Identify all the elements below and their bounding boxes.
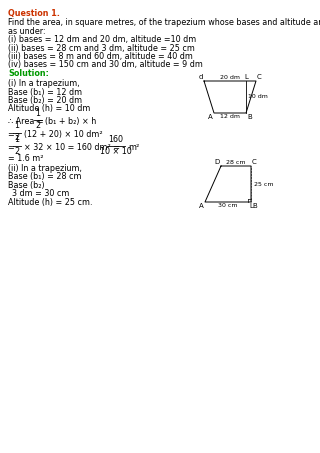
Text: A: A [199, 203, 204, 209]
Text: 20 dm: 20 dm [220, 75, 240, 80]
Text: 10 dm: 10 dm [248, 95, 268, 100]
Text: Altitude (h) = 10 dm: Altitude (h) = 10 dm [8, 105, 90, 114]
Text: ∴ Area =: ∴ Area = [8, 117, 46, 126]
Text: 160: 160 [108, 135, 124, 144]
Text: 2: 2 [36, 120, 41, 130]
Text: Find the area, in square metres, of the trapezium whose bases and altitude are: Find the area, in square metres, of the … [8, 18, 320, 27]
Text: as under:: as under: [8, 26, 46, 35]
Text: Question 1.: Question 1. [8, 9, 60, 18]
Text: L: L [249, 203, 253, 209]
Text: 25 cm: 25 cm [254, 182, 274, 187]
Text: 12 dm: 12 dm [220, 114, 240, 119]
Text: B: B [247, 114, 252, 120]
Text: 30 cm: 30 cm [218, 203, 238, 208]
Text: = 1.6 m²: = 1.6 m² [8, 154, 44, 163]
Text: 1: 1 [14, 135, 20, 144]
Text: (12 + 20) × 10 dm²: (12 + 20) × 10 dm² [24, 130, 103, 139]
Text: d: d [199, 74, 203, 80]
Text: C: C [252, 159, 257, 165]
Text: (ii) In a trapezium,: (ii) In a trapezium, [8, 164, 82, 173]
Text: 28 cm: 28 cm [226, 160, 246, 165]
Text: 10 × 10: 10 × 10 [100, 146, 132, 155]
Text: 2: 2 [14, 134, 20, 143]
Text: × 32 × 10 = 160 dm² =: × 32 × 10 = 160 dm² = [24, 143, 123, 152]
Text: L: L [244, 74, 248, 80]
Text: Base (b₁) = 28 cm: Base (b₁) = 28 cm [8, 173, 82, 182]
Text: (iii) bases = 8 m and 60 dm, altitude = 40 dm: (iii) bases = 8 m and 60 dm, altitude = … [8, 52, 193, 61]
Text: (i) bases = 12 dm and 20 dm, altitude =10 dm: (i) bases = 12 dm and 20 dm, altitude =1… [8, 35, 196, 44]
Text: m²: m² [128, 143, 139, 152]
Text: Solution:: Solution: [8, 69, 49, 78]
Text: Base (b₁) = 12 dm: Base (b₁) = 12 dm [8, 87, 82, 96]
Text: 1: 1 [36, 109, 41, 117]
Text: B: B [252, 203, 257, 209]
Text: C: C [257, 74, 262, 80]
Text: =: = [8, 130, 17, 139]
Text: (ii) bases = 28 cm and 3 dm, altitude = 25 cm: (ii) bases = 28 cm and 3 dm, altitude = … [8, 43, 195, 53]
Text: (b₁ + b₂) × h: (b₁ + b₂) × h [45, 117, 96, 126]
Text: (i) In a trapezium,: (i) In a trapezium, [8, 79, 80, 88]
Text: 2: 2 [14, 146, 20, 155]
Text: D: D [215, 159, 220, 165]
Text: Base (b₂): Base (b₂) [8, 181, 44, 190]
Text: 1: 1 [14, 121, 20, 130]
Text: Base (b₂) = 20 dm: Base (b₂) = 20 dm [8, 96, 82, 105]
Text: A: A [208, 114, 213, 120]
Text: (iv) bases = 150 cm and 30 dm, altitude = 9 dm: (iv) bases = 150 cm and 30 dm, altitude … [8, 61, 203, 69]
Text: =: = [8, 143, 17, 152]
Text: Altitude (h) = 25 cm.: Altitude (h) = 25 cm. [8, 198, 92, 207]
Text: 3 dm = 30 cm: 3 dm = 30 cm [12, 189, 69, 198]
